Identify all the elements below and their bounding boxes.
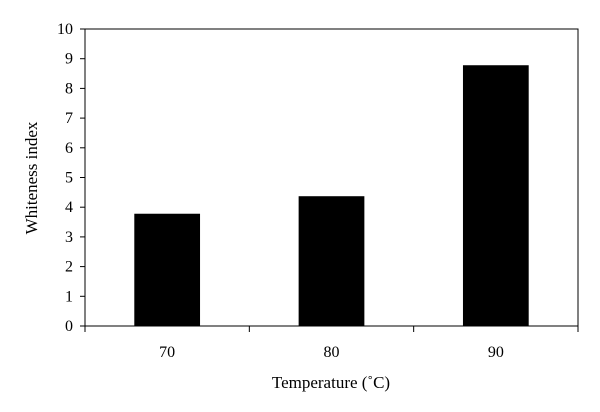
y-tick-label: 1	[65, 288, 73, 305]
y-tick-label: 0	[65, 318, 73, 335]
bars	[134, 65, 529, 326]
y-tick-label: 5	[65, 170, 73, 187]
y-tick-label: 6	[65, 140, 73, 157]
y-axis: 0 1 2 3 4 5 6 7 8 9 10	[57, 21, 85, 335]
bar-90	[462, 65, 529, 326]
x-tick-label: 80	[324, 344, 340, 361]
x-tick-label: 70	[159, 344, 175, 361]
x-axis-title: Temperature (˚C)	[272, 373, 390, 392]
y-tick-label: 2	[65, 259, 73, 276]
y-tick-label: 7	[65, 110, 73, 127]
y-tick-label: 8	[65, 80, 73, 97]
x-axis: 70 80 90	[84, 326, 579, 361]
y-tick-label: 9	[65, 51, 73, 68]
y-tick-label: 3	[65, 229, 73, 246]
bar-80	[298, 196, 365, 326]
y-tick-label: 4	[65, 199, 73, 216]
y-axis-title: Whiteness index	[22, 121, 41, 234]
bar-70	[134, 213, 201, 326]
x-tick-label: 90	[488, 344, 504, 361]
y-tick-label: 10	[57, 21, 73, 38]
